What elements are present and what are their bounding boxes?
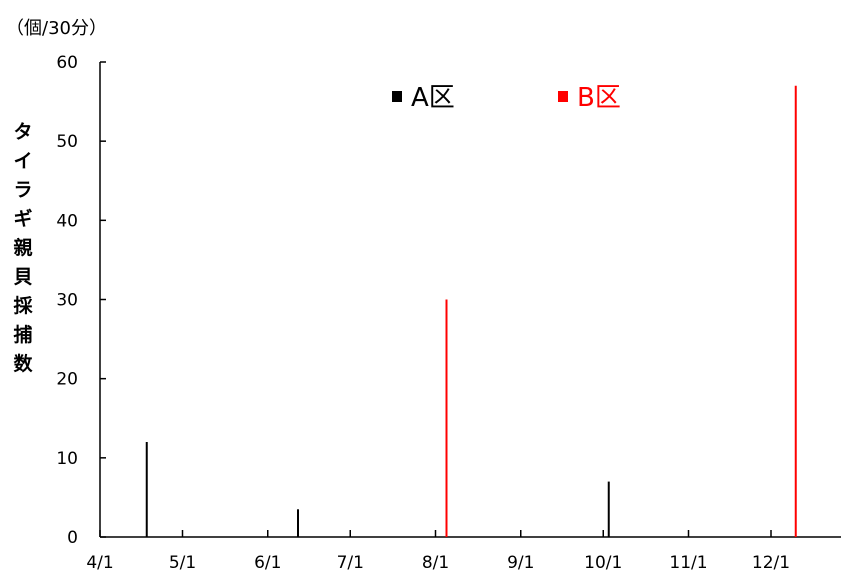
x-tick-label: 8/1 bbox=[422, 553, 449, 573]
x-tick-label: 7/1 bbox=[337, 553, 364, 573]
x-tick-label: 6/1 bbox=[254, 553, 281, 573]
y-tick-label: 50 bbox=[56, 132, 78, 152]
y-tick-label: 0 bbox=[67, 528, 78, 548]
y-axis-title-char: 貝 bbox=[13, 266, 33, 288]
y-axis-title-char: ギ bbox=[13, 208, 33, 230]
y-tick-label: 20 bbox=[56, 370, 78, 390]
legend-label: B区 bbox=[577, 83, 621, 113]
y-axis-title-char: 数 bbox=[13, 353, 33, 375]
y-tick-label: 40 bbox=[56, 211, 78, 231]
x-tick-label: 11/1 bbox=[669, 553, 707, 573]
y-axis-title-char: 採 bbox=[13, 295, 33, 317]
x-tick-label: 9/1 bbox=[507, 553, 534, 573]
y-tick-label: 10 bbox=[56, 449, 78, 469]
y-axis-title-char: タ bbox=[13, 121, 33, 143]
y-tick-label: 30 bbox=[56, 291, 78, 311]
legend-label: A区 bbox=[411, 83, 455, 113]
x-tick-label: 10/1 bbox=[584, 553, 622, 573]
y-axis-title-char: 親 bbox=[13, 237, 33, 259]
y-unit-label: （個/30分） bbox=[6, 18, 107, 39]
legend-marker bbox=[392, 91, 402, 102]
legend-marker bbox=[558, 91, 568, 102]
y-axis-title: タイラギ親貝採捕数 bbox=[12, 118, 34, 379]
y-axis-title-char: ラ bbox=[13, 179, 33, 201]
x-tick-label: 5/1 bbox=[169, 553, 196, 573]
x-tick-label: 4/1 bbox=[86, 553, 113, 573]
y-axis-title-char: イ bbox=[13, 150, 33, 172]
y-axis-title-char: 捕 bbox=[13, 324, 33, 346]
x-tick-label: 12/1 bbox=[752, 553, 790, 573]
y-tick-label: 60 bbox=[56, 53, 78, 73]
